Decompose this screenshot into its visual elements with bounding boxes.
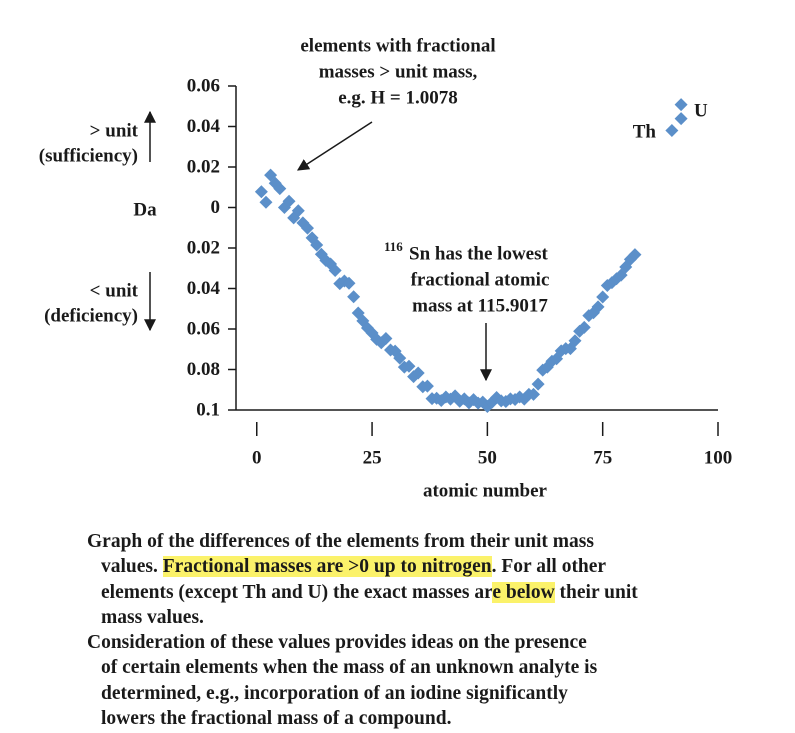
side-label: (sufficiency) [39,145,138,166]
caption-text: elements (except Th and U) the exact mas… [101,581,493,603]
annotation: mass at 115.9017 [412,295,548,316]
caption-line: Consideration of these values provides i… [87,630,638,655]
data-point [254,185,268,199]
data-point [347,290,361,304]
data-point [282,194,296,208]
caption-text: mass values. [101,606,204,628]
data-point [402,359,416,373]
data-point [379,332,393,346]
data-point [420,379,434,393]
data-point [273,182,287,196]
annotation-sup: 116 [384,239,403,254]
data-point [291,204,305,218]
caption-text: lowers the fractional mass of a compound… [101,708,452,730]
data-point [300,221,314,235]
data-point [665,124,679,138]
y-tick-label: 0.02 [187,156,220,177]
data-point [393,351,407,365]
x-tick-label: 50 [478,447,497,468]
x-axis-title: atomic number [423,480,548,501]
point-label: Th [633,121,657,142]
y-tick-label: 0.04 [187,278,221,299]
data-point [674,112,688,126]
data-point [310,238,324,252]
chart: > unit (sufficiency) Da < unit (deficien… [39,35,733,501]
data-point [328,263,342,277]
x-tick-label: 75 [593,447,612,468]
y-tick-label: 0.04 [187,116,221,137]
data-point [411,366,425,380]
annotation: Sn has the lowest [409,243,548,264]
annotation: fractional atomic [411,269,550,290]
caption-text: determined, e.g., incorporation of an io… [101,682,568,704]
caption-line: lowers the fractional mass of a compound… [87,706,638,731]
y-tick-label: 0.1 [196,399,220,420]
highlight: Fractional masses are >0 up to nitrogen [162,556,492,578]
highlight: e below [492,581,555,603]
data-point [527,387,541,401]
unit-label: Da [133,199,157,220]
caption-line: elements (except Th and U) the exact mas… [87,580,638,605]
data-point [342,276,356,290]
caption-line: Graph of the differences of the elements… [87,529,638,554]
data-point [577,320,591,334]
data-point [531,377,545,391]
data-point [674,98,688,112]
caption-text: of certain elements when the mass of an … [101,657,598,679]
caption: Graph of the differences of the elements… [87,529,638,731]
caption-line: mass values. [87,605,638,630]
data-point [568,334,582,348]
caption-line: values. Fractional masses are >0 up to n… [87,554,638,579]
annotation: e.g. H = 1.0078 [338,87,458,108]
side-label: > unit [90,120,139,141]
caption-text: their unit [554,581,638,603]
caption-text: values. [101,556,163,578]
side-label: < unit [90,280,139,301]
data-point [259,195,273,209]
y-tick-label: 0.08 [187,359,220,380]
x-tick-label: 0 [252,447,262,468]
y-tick-label: 0.06 [187,318,220,339]
side-label: (deficiency) [44,305,138,326]
caption-text: Graph of the differences of the elements… [87,531,594,552]
caption-line: determined, e.g., incorporation of an io… [87,681,638,706]
caption-text: . For all other [491,556,607,578]
y-tick-label: 0.06 [187,75,220,96]
data-point [596,290,610,304]
annotation-arrow [296,121,373,171]
point-label: U [694,100,708,121]
annotation: elements with fractional [300,35,495,56]
data-point [591,300,605,314]
y-tick-label: 0.02 [187,237,220,258]
data-point [628,248,642,262]
x-tick-label: 25 [363,447,382,468]
x-tick-label: 100 [704,447,733,468]
annotation: masses > unit mass, [319,61,478,82]
caption-line: of certain elements when the mass of an … [87,655,638,680]
y-tick-label: 0 [211,197,221,218]
caption-text: Consideration of these values provides i… [87,632,587,654]
